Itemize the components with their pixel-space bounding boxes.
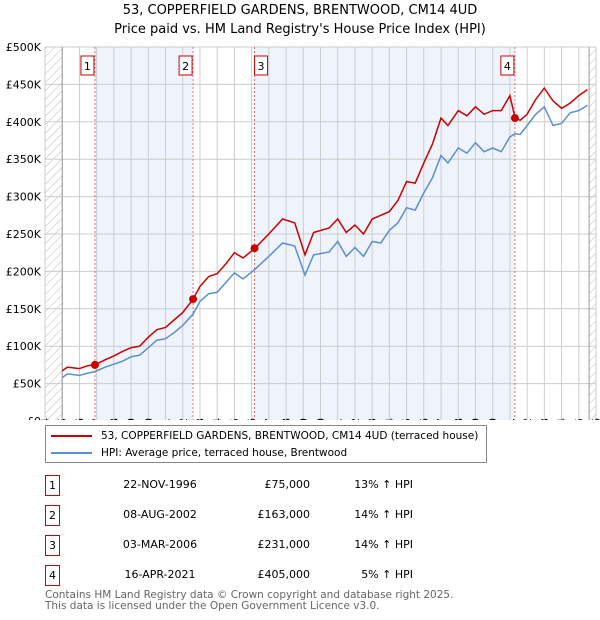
sale-label-box	[80, 55, 95, 76]
x-tick-label: 2020	[487, 418, 500, 420]
x-tick-label: 2013	[366, 418, 379, 420]
legend: 53, COPPERFIELD GARDENS, BRENTWOOD, CM14…	[45, 425, 487, 463]
sale-label-box	[254, 55, 269, 76]
transaction-hpi-diff: 5% ↑ HPI	[361, 568, 413, 581]
x-tick-label: 2011	[332, 418, 345, 420]
x-tick-label: 2002	[177, 418, 190, 420]
x-tick-label: 2010	[315, 418, 328, 420]
sale-label: 2	[182, 60, 189, 73]
transaction-hpi-diff: 13% ↑ HPI	[354, 478, 413, 491]
x-tick-label: 1996	[73, 418, 86, 420]
sale-point	[510, 114, 519, 123]
y-tick-label: £200K	[6, 265, 42, 278]
y-tick-label: £50K	[13, 378, 42, 391]
x-tick-label: 2023	[538, 418, 551, 420]
x-tick-label: 1999	[125, 418, 138, 420]
x-tick-label: 2017	[435, 418, 448, 420]
y-tick-label: £450K	[6, 78, 42, 91]
transaction-date: 08-AUG-2002	[123, 508, 197, 521]
x-tick-label: 1998	[108, 418, 121, 420]
x-tick-label: 1994	[39, 418, 52, 420]
x-tick-label: 2004	[211, 418, 224, 420]
legend-item-property: 53, COPPERFIELD GARDENS, BRENTWOOD, CM14…	[46, 428, 478, 444]
x-tick-label: 2008	[280, 418, 293, 420]
footer-licence: This data is licensed under the Open Gov…	[45, 600, 380, 612]
y-tick-label: £250K	[6, 228, 42, 241]
sale-label: 1	[84, 60, 91, 73]
sale-label-box	[500, 55, 515, 76]
sale-point	[189, 295, 198, 304]
transaction-hpi-diff: 14% ↑ HPI	[354, 538, 413, 551]
x-tick-label: 2003	[194, 418, 207, 420]
y-tick-label: £350K	[6, 153, 42, 166]
x-tick-label: 2014	[383, 418, 396, 420]
y-tick-label: £150K	[6, 303, 42, 316]
transaction-price: £75,000	[264, 478, 311, 491]
y-tick-label: £0	[27, 415, 41, 420]
x-tick-label: 2009	[297, 418, 310, 420]
chart-subtitle: Price paid vs. HM Land Registry's House …	[114, 22, 486, 37]
transaction-date: 16-APR-2021	[124, 568, 196, 581]
legend-label-hpi: HPI: Average price, terraced house, Bren…	[101, 447, 348, 459]
transaction-price: £231,000	[257, 538, 311, 551]
sale-label-box	[178, 55, 193, 76]
x-tick-label: 2016	[418, 418, 431, 420]
x-tick-label: 2005	[228, 418, 241, 420]
x-tick-label: 2000	[142, 418, 155, 420]
x-tick-label: 1997	[91, 418, 104, 420]
x-tick-label: 2019	[469, 418, 482, 420]
x-tick-label: 2026	[590, 418, 600, 420]
transaction-number-badge: 1	[45, 475, 60, 496]
x-tick-label: 2024	[556, 418, 569, 420]
transaction-number-badge: 3	[45, 535, 60, 556]
transaction-hpi-diff: 14% ↑ HPI	[354, 508, 413, 521]
sale-point	[250, 244, 259, 253]
legend-line-blue	[51, 452, 92, 454]
x-tick-label: 2015	[401, 418, 414, 420]
y-tick-label: £300K	[6, 191, 42, 204]
x-tick-label: 2025	[573, 418, 586, 420]
transaction-price: £405,000	[257, 568, 311, 581]
legend-label-property: 53, COPPERFIELD GARDENS, BRENTWOOD, CM14…	[101, 430, 479, 442]
legend-line-red	[51, 435, 92, 437]
hpi-line	[61, 104, 588, 379]
x-tick-label: 2001	[160, 418, 173, 420]
y-tick-label: £500K	[6, 41, 42, 54]
x-tick-label: 2021	[504, 418, 517, 420]
x-tick-label: 2007	[263, 418, 276, 420]
y-tick-label: £100K	[6, 340, 42, 353]
y-tick-label: £400K	[6, 116, 42, 129]
legend-item-hpi: HPI: Average price, terraced house, Bren…	[46, 445, 347, 461]
sale-label: 3	[258, 60, 265, 73]
x-tick-label: 2006	[246, 418, 259, 420]
sale-point	[90, 360, 99, 369]
transaction-date: 22-NOV-1996	[123, 478, 197, 491]
transaction-number-badge: 4	[45, 565, 60, 586]
property-price-line	[61, 86, 588, 372]
price-chart: 1994199519961997199819992000200120022003…	[6, 41, 600, 420]
footer-copyright: Contains HM Land Registry data © Crown c…	[45, 589, 454, 601]
transaction-price: £163,000	[257, 508, 311, 521]
transaction-number-badge: 2	[45, 505, 60, 526]
x-tick-label: 2022	[521, 418, 534, 420]
sale-label: 4	[504, 60, 511, 73]
x-tick-label: 2018	[452, 418, 465, 420]
transaction-date: 03-MAR-2006	[122, 538, 198, 551]
x-tick-label: 2012	[349, 418, 362, 420]
chart-title: 53, COPPERFIELD GARDENS, BRENTWOOD, CM14…	[122, 3, 478, 18]
